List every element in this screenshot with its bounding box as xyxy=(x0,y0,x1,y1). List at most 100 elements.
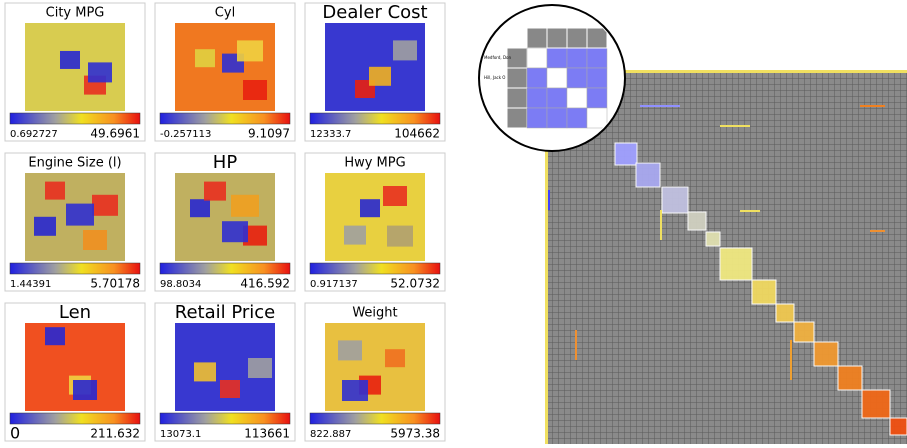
panel-title: City MPG xyxy=(46,6,105,21)
lens-cell xyxy=(546,87,568,109)
heatmap-cell xyxy=(344,225,366,245)
lens-cell xyxy=(586,47,608,69)
heatmap-cell xyxy=(393,40,417,61)
lens-header-cell xyxy=(526,27,548,49)
panel-title: Retail Price xyxy=(175,302,276,323)
matrix-streak xyxy=(790,340,792,380)
colorbar-min: 0.692727 xyxy=(10,129,58,140)
heatmap-cell xyxy=(66,203,94,226)
heatmap-cell xyxy=(92,194,118,216)
colorbar-min: 12333.7 xyxy=(310,129,351,140)
cluster-block xyxy=(775,303,795,323)
heatmap-blobs xyxy=(338,340,405,401)
matrix-streak xyxy=(860,105,885,107)
heatmap-blobs xyxy=(344,186,413,247)
heatmap xyxy=(325,323,425,411)
heatmap-cell xyxy=(385,349,405,368)
heatmap-blobs xyxy=(190,181,267,246)
colorbar xyxy=(9,412,141,425)
lens-cell xyxy=(526,107,548,129)
colorbar-max: 9.1097 xyxy=(248,127,290,141)
lens-cell xyxy=(586,67,608,89)
lens-cell xyxy=(566,67,588,89)
heatmap-blobs xyxy=(194,358,272,398)
heatmap-cell xyxy=(88,62,112,83)
colorbar-max: 52.0732 xyxy=(390,277,440,291)
feature-panel: Weight 822.887 5973.38 xyxy=(304,302,446,442)
feature-panel: HP 98.8034 416.592 xyxy=(154,152,296,292)
lens-cell xyxy=(566,87,588,109)
heatmap-cell xyxy=(222,221,248,243)
cluster-block xyxy=(614,142,638,166)
cluster-block xyxy=(687,211,707,231)
cluster-block xyxy=(889,417,907,436)
cluster-block xyxy=(813,341,839,367)
matrix-streak xyxy=(720,125,750,127)
heatmap-blobs xyxy=(34,181,118,250)
heatmap-cell xyxy=(83,230,107,250)
lens-cell xyxy=(566,107,588,129)
lens-cell xyxy=(546,107,568,129)
colorbar-min: 13073.1 xyxy=(160,429,201,440)
heatmap-blobs xyxy=(355,40,417,98)
colorbar-max: 211.632 xyxy=(90,427,140,441)
lens-row-cell xyxy=(506,67,528,89)
panel-title: Hwy MPG xyxy=(344,156,405,171)
heatmap-cell xyxy=(45,181,65,200)
feature-panel: Retail Price 13073.1 113661 xyxy=(154,302,296,442)
heatmap-cell xyxy=(237,40,263,62)
heatmap-cell xyxy=(383,186,407,206)
lens-header-cell xyxy=(586,27,608,49)
colorbar-max: 49.6961 xyxy=(90,127,140,141)
panel-title: Dealer Cost xyxy=(322,2,427,23)
lens-row-label: Hill, Jack O xyxy=(484,75,505,80)
matrix-streak xyxy=(660,210,662,240)
lens-cell xyxy=(526,67,548,89)
colorbar-min: -0.257113 xyxy=(160,129,211,140)
colorbar xyxy=(9,262,141,275)
heatmap-blobs xyxy=(195,40,267,100)
panel-title: HP xyxy=(213,152,238,173)
feature-panel: Engine Size (l) 1.44391 5.70178 xyxy=(4,152,146,292)
heatmap-cell xyxy=(231,194,259,217)
lens-cell xyxy=(526,47,548,69)
heatmap-cell xyxy=(204,181,226,201)
cluster-block xyxy=(661,186,689,214)
lens-cell xyxy=(526,87,548,109)
matrix-streak xyxy=(640,105,680,107)
colorbar-min: 822.887 xyxy=(310,429,351,440)
cluster-block xyxy=(719,247,753,281)
lens-header-cell xyxy=(546,27,568,49)
matrix-streak xyxy=(548,190,550,210)
colorbar xyxy=(309,112,441,125)
feature-panel: Hwy MPG 0.917137 52.0732 xyxy=(304,152,446,292)
heatmap-cell xyxy=(34,216,56,236)
lens-cell xyxy=(586,107,608,129)
lens-row-label: Medford, Don xyxy=(484,55,511,60)
similarity-matrix[interactable] xyxy=(545,70,907,444)
colorbar-max: 416.592 xyxy=(240,277,290,291)
lens-cell xyxy=(546,47,568,69)
lens-cell xyxy=(566,47,588,69)
colorbar-max: 5973.38 xyxy=(390,427,440,441)
heatmap-cell xyxy=(243,225,267,246)
colorbar xyxy=(159,412,291,425)
heatmap-cell xyxy=(194,362,216,382)
heatmap-cell xyxy=(338,340,362,361)
heatmap-cell xyxy=(369,66,391,86)
heatmap-cell xyxy=(190,199,210,218)
colorbar xyxy=(159,112,291,125)
colorbar-min: 0.917137 xyxy=(310,279,358,290)
heatmap-cell xyxy=(360,199,380,218)
lens-row-cell xyxy=(506,107,528,129)
colorbar-min: 1.44391 xyxy=(10,279,51,290)
feature-panel: Dealer Cost 12333.7 104662 xyxy=(304,2,446,142)
heatmap-cell xyxy=(387,225,413,247)
heatmap-cell xyxy=(248,358,272,378)
cluster-block xyxy=(635,162,661,188)
panel-title: Len xyxy=(59,302,91,323)
feature-panel: Len 0 211.632 xyxy=(4,302,146,443)
colorbar-min: 98.8034 xyxy=(160,279,201,290)
lens-cell xyxy=(546,67,568,89)
